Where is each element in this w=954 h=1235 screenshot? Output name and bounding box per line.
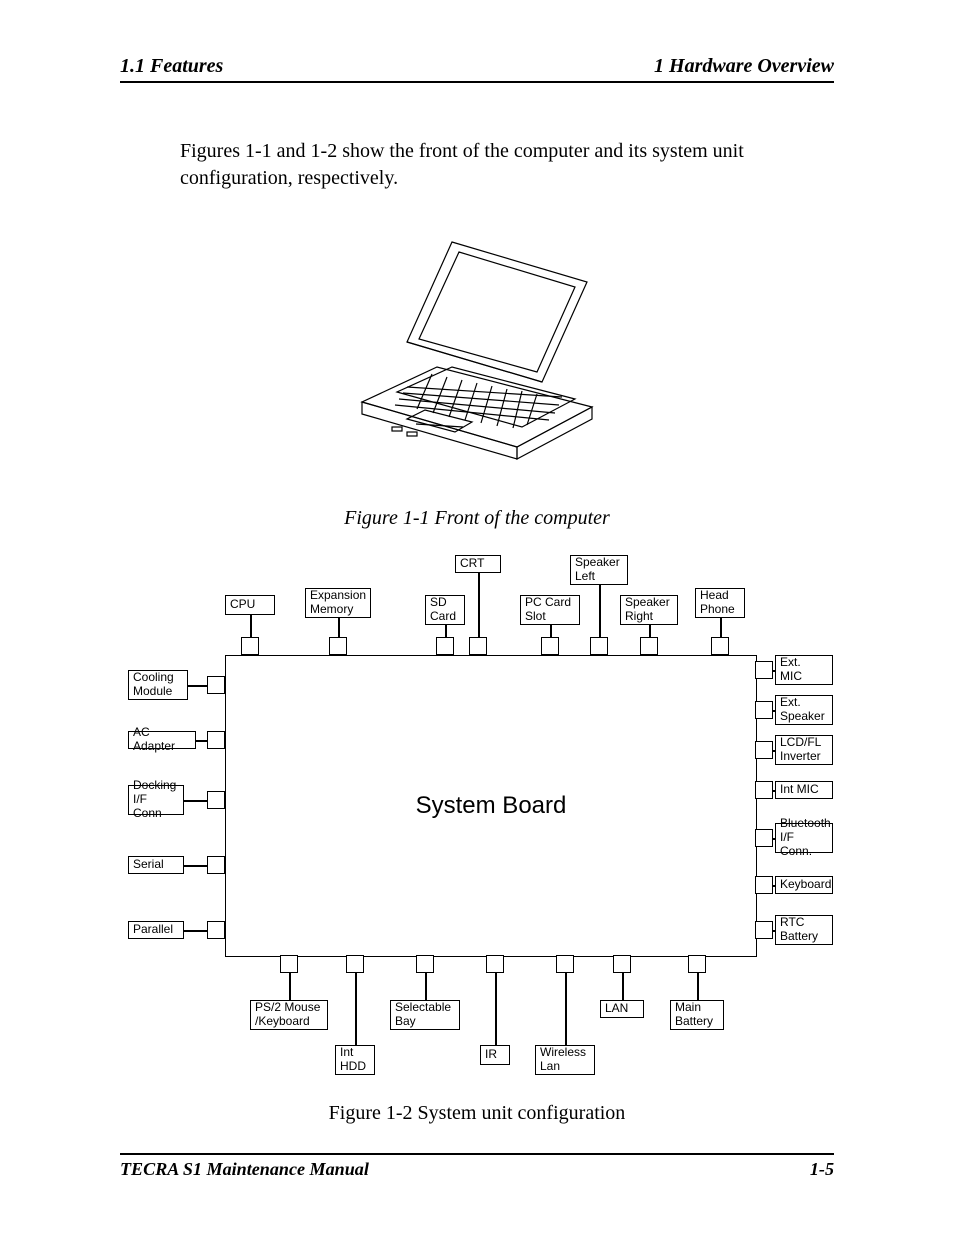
node-ext-mic: Ext. MIC — [775, 655, 833, 685]
connector-box — [207, 791, 225, 809]
connector-box — [688, 955, 706, 973]
node-ir: IR — [480, 1045, 510, 1065]
connector-box — [541, 637, 559, 655]
header-left: 1.1 Features — [120, 55, 223, 78]
connector-box — [207, 921, 225, 939]
node-keyboard: Keyboard — [775, 876, 833, 894]
node-sel-bay: Selectable Bay — [390, 1000, 460, 1030]
node-speaker-left: Speaker Left — [570, 555, 628, 585]
page-header: 1.1 Features 1 Hardware Overview — [120, 55, 834, 83]
figure-1-1-caption: Figure 1-1 Front of the computer — [120, 507, 834, 530]
connector-box — [486, 955, 504, 973]
footer-right: 1-5 — [810, 1159, 834, 1180]
connector-box — [755, 741, 773, 759]
header-right: 1 Hardware Overview — [654, 55, 834, 78]
footer-left: TECRA S1 Maintenance Manual — [120, 1159, 369, 1180]
figure-1-2-diagram: System Board CRT Speaker Left CPU Expansion … — [120, 550, 834, 1090]
node-main-bat: Main Battery — [670, 1000, 724, 1030]
node-exp-mem: Expansion Memory — [305, 588, 371, 618]
connector-box — [556, 955, 574, 973]
figure-1-1 — [120, 227, 834, 477]
connector-box — [280, 955, 298, 973]
node-ps2: PS/2 Mouse /Keyboard — [250, 1000, 328, 1030]
page-footer: TECRA S1 Maintenance Manual 1-5 — [120, 1153, 834, 1180]
connector-box — [207, 731, 225, 749]
page: 1.1 Features 1 Hardware Overview Figures… — [0, 0, 954, 1235]
node-wlan: Wireless Lan — [535, 1045, 595, 1075]
node-cooling: Cooling Module — [128, 670, 188, 700]
connector-box — [346, 955, 364, 973]
connector-box — [613, 955, 631, 973]
node-ext-speaker: Ext. Speaker — [775, 695, 833, 725]
connector-box — [207, 676, 225, 694]
node-parallel: Parallel — [128, 921, 184, 939]
node-speaker-right: Speaker Right — [620, 595, 678, 625]
node-int-mic: Int MIC — [775, 781, 833, 799]
node-crt: CRT — [455, 555, 501, 573]
node-cpu: CPU — [225, 595, 275, 615]
node-docking: Docking I/F Conn — [128, 785, 184, 815]
system-board: System Board — [225, 655, 757, 957]
connector-box — [711, 637, 729, 655]
node-lcd-fl: LCD/FL Inverter — [775, 735, 833, 765]
connector-box — [416, 955, 434, 973]
node-serial: Serial — [128, 856, 184, 874]
node-ac-adapter: AC Adapter — [128, 731, 196, 749]
connector-box — [755, 876, 773, 894]
connector-box — [640, 637, 658, 655]
node-int-hdd: Int HDD — [335, 1045, 375, 1075]
intro-paragraph: Figures 1-1 and 1-2 show the front of th… — [180, 138, 834, 192]
node-rtc: RTC Battery — [775, 915, 833, 945]
node-bt: Bluetooth I/F Conn. — [775, 823, 833, 853]
connector-box — [755, 921, 773, 939]
figure-1-2-caption: Figure 1-2 System unit configuration — [120, 1102, 834, 1125]
connector-box — [755, 661, 773, 679]
connector-box — [590, 637, 608, 655]
node-sd-card: SD Card — [425, 595, 465, 625]
connector-box — [207, 856, 225, 874]
connector-box — [436, 637, 454, 655]
connector-box — [329, 637, 347, 655]
node-headphone: Head Phone — [695, 588, 745, 618]
node-pc-card: PC Card Slot — [520, 595, 580, 625]
connector-box — [469, 637, 487, 655]
laptop-drawing — [337, 227, 617, 477]
connector-box — [241, 637, 259, 655]
connector-box — [755, 781, 773, 799]
node-lan: LAN — [600, 1000, 644, 1018]
connector-box — [755, 701, 773, 719]
connector-box — [755, 829, 773, 847]
